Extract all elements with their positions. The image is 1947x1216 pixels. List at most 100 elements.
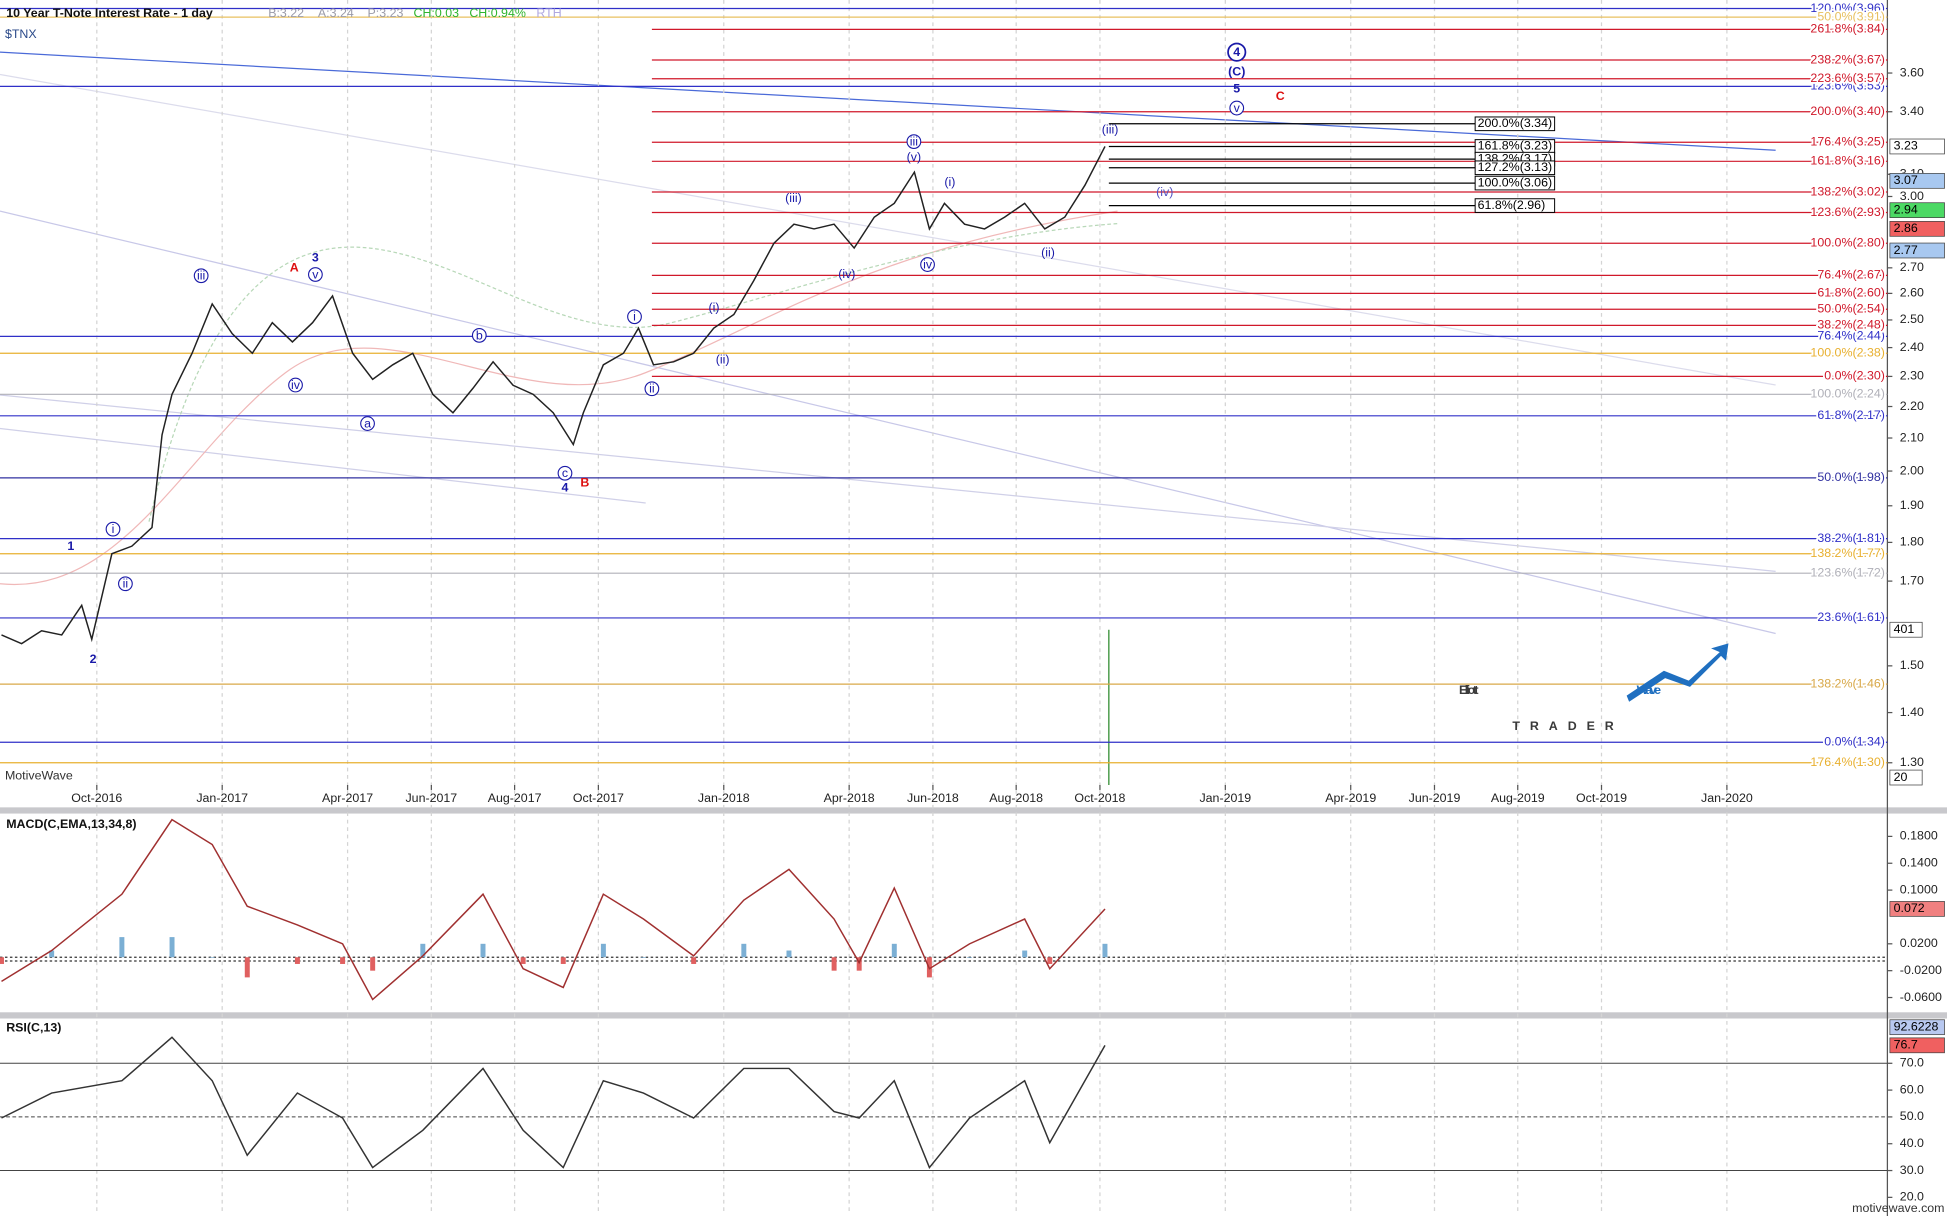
wave-label: (iv) bbox=[1156, 185, 1173, 199]
fib-label: 38.2%(2.48) bbox=[1817, 318, 1885, 332]
value-marker-label: 3.23 bbox=[1894, 139, 1918, 153]
x-tick-label: Oct-2019 bbox=[1576, 791, 1627, 805]
value-marker-label: 2.77 bbox=[1894, 243, 1918, 257]
y-tick-label: 20.0 bbox=[1900, 1190, 1924, 1204]
value-marker-label: 2.86 bbox=[1894, 221, 1918, 235]
y-tick-label: 3.40 bbox=[1900, 104, 1924, 118]
histogram-bar bbox=[244, 957, 250, 978]
x-tick-label: Jan-2020 bbox=[1701, 791, 1753, 805]
y-tick-label: 70.0 bbox=[1900, 1056, 1924, 1070]
wave-label: c bbox=[562, 466, 568, 480]
wave-label: (C) bbox=[1228, 64, 1245, 78]
histogram-bar bbox=[560, 957, 566, 964]
fib-label: 0.0%(1.34) bbox=[1824, 735, 1885, 749]
fib-label: 61.8%(2.60) bbox=[1817, 286, 1885, 300]
histogram-bar bbox=[119, 937, 125, 958]
fib-label: 120.0%(3.96) bbox=[1810, 1, 1884, 15]
fib-label: 261.8%(3.84) bbox=[1810, 22, 1884, 36]
y-tick-label: 60.0 bbox=[1900, 1082, 1924, 1096]
wave-label: (iv) bbox=[838, 267, 855, 281]
wave-label: 2 bbox=[90, 652, 97, 666]
wave-circle bbox=[1227, 42, 1247, 62]
panel-title: RSI(C,13) bbox=[6, 1021, 61, 1035]
wave-label: ii bbox=[649, 382, 655, 396]
wave-label: (ii) bbox=[1041, 246, 1055, 260]
fib-label: 176.4%(3.25) bbox=[1810, 135, 1884, 149]
quote-item: RTH bbox=[536, 6, 561, 20]
fib-label: 100.0%(3.06) bbox=[1478, 175, 1552, 189]
logo: Elliott Wave TRADER bbox=[1459, 643, 1729, 733]
value-marker-label: 2.94 bbox=[1894, 202, 1918, 216]
fib-label: 138.2%(1.46) bbox=[1810, 676, 1884, 690]
series-line bbox=[1, 1036, 1106, 1170]
histogram-bar bbox=[831, 957, 837, 971]
histogram-bar bbox=[370, 957, 376, 971]
moving-average bbox=[148, 222, 1118, 522]
fib-label: 100.0%(2.38) bbox=[1810, 346, 1884, 360]
quote-item: B:3.22 bbox=[268, 6, 304, 20]
wave-label: (iii) bbox=[785, 191, 802, 205]
value-marker-label: 0.072 bbox=[1894, 901, 1925, 915]
wave-label: b bbox=[476, 328, 483, 342]
logo-swoosh bbox=[1626, 643, 1729, 702]
wave-label: 4 bbox=[562, 480, 569, 494]
fib-label: 238.2%(3.67) bbox=[1810, 52, 1884, 66]
histogram-bar bbox=[340, 957, 346, 964]
y-tick-label: 50.0 bbox=[1900, 1109, 1924, 1123]
value-marker bbox=[1889, 242, 1945, 259]
logo-text: Elliott bbox=[1459, 683, 1478, 697]
fib-label: 200.0%(3.34) bbox=[1478, 116, 1552, 130]
x-tick-label: Apr-2018 bbox=[824, 791, 875, 805]
fib-label: 100.0%(2.24) bbox=[1810, 387, 1884, 401]
wave-circle bbox=[193, 268, 209, 284]
fib-box bbox=[1474, 160, 1556, 176]
histogram-bar bbox=[967, 957, 973, 958]
x-tick-label: Aug-2019 bbox=[1491, 791, 1545, 805]
wave-label: B bbox=[580, 475, 589, 489]
histogram-bar bbox=[294, 957, 300, 964]
x-tick-label: Oct-2018 bbox=[1074, 791, 1125, 805]
x-tick-label: Jan-2017 bbox=[196, 791, 248, 805]
axis-box-label: 401 bbox=[1894, 622, 1915, 636]
plot bbox=[0, 146, 1108, 1170]
y-tick-label: 2.40 bbox=[1900, 340, 1924, 354]
y-tick-label: 40.0 bbox=[1900, 1136, 1924, 1150]
logo-text: TRADER bbox=[1512, 719, 1623, 733]
fib-label: 38.2%(1.81) bbox=[1817, 531, 1885, 545]
footer: motivewave.com bbox=[1852, 1201, 1944, 1215]
histogram-bar bbox=[741, 943, 747, 958]
fib-label: 138.2%(1.77) bbox=[1810, 546, 1884, 560]
fib-levels: 120.0%(3.96)50.0%(3.91) 123.6%(3.53) 76.4%… bbox=[0, 0, 1888, 771]
x-tick-label: Apr-2017 bbox=[322, 791, 373, 805]
labels: 10 Year T-Note Interest Rate - 1 day $TN… bbox=[5, 6, 1945, 1215]
y-tick-label: 30.0 bbox=[1900, 1163, 1924, 1177]
value-marker bbox=[1889, 173, 1945, 189]
fib-label: 161.8%(3.16) bbox=[1810, 154, 1884, 168]
axis-box-label: 20 bbox=[1894, 770, 1908, 784]
fib-box bbox=[1474, 198, 1556, 213]
y-tick-label: 0.1800 bbox=[1900, 829, 1938, 843]
separator bbox=[0, 1012, 1947, 1019]
value-marker bbox=[1889, 1037, 1945, 1054]
value-marker bbox=[1889, 901, 1945, 917]
fib-label: 50.0%(3.91) bbox=[1817, 9, 1885, 23]
y-tick-label: 2.70 bbox=[1900, 260, 1924, 274]
wave-label: 5 bbox=[1233, 82, 1240, 96]
wave-label: 1 bbox=[67, 539, 74, 553]
histogram-bar bbox=[1102, 943, 1108, 958]
wave-label: iii bbox=[197, 269, 205, 283]
fib-label: 223.6%(3.57) bbox=[1810, 71, 1884, 85]
watermark: MotiveWave bbox=[5, 769, 73, 783]
wave-label: iii bbox=[910, 134, 918, 148]
wave-label: v bbox=[312, 267, 319, 281]
wave-circle bbox=[557, 465, 573, 481]
value-marker bbox=[1889, 202, 1945, 218]
fib-label: 50.0%(2.54) bbox=[1817, 301, 1885, 315]
wave-label: 4 bbox=[1233, 45, 1240, 59]
wave-circle bbox=[920, 257, 935, 272]
wave-circle bbox=[288, 377, 303, 393]
fib-label: 127.2%(3.13) bbox=[1478, 160, 1552, 174]
fib-label: 23.6%(1.61) bbox=[1817, 610, 1885, 624]
